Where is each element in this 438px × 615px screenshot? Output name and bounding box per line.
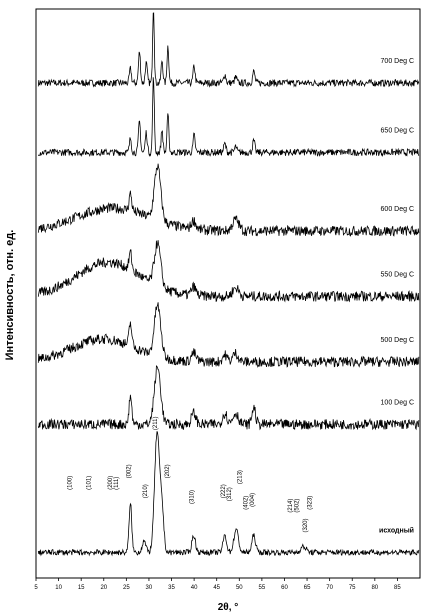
x-tick-label: 15 bbox=[78, 585, 85, 591]
peak-index-label: (214) bbox=[288, 499, 294, 513]
series-line bbox=[37, 12, 420, 88]
peak-index-label: (101) bbox=[87, 476, 93, 490]
x-tick-label: 35 bbox=[168, 585, 175, 591]
x-tick-label: 85 bbox=[394, 585, 401, 591]
x-tick-label: 60 bbox=[281, 585, 288, 591]
peak-index-label: (210) bbox=[143, 484, 149, 498]
peak-index-label: (111) bbox=[114, 477, 120, 490]
x-tick-label: 80 bbox=[371, 585, 378, 591]
peak-index-label: (323) bbox=[308, 496, 314, 510]
x-tick-label: 75 bbox=[349, 585, 356, 591]
series-name-label: исходный bbox=[379, 527, 414, 535]
series-name-label: 650 Deg C bbox=[381, 128, 414, 135]
series-layer: 700 Deg C 650 Deg C 600 Deg C 550 Deg C 500 … bbox=[37, 12, 420, 557]
peak-label-layer: (100) (101) (200) (111) (002) (210) (211) (202)… bbox=[68, 417, 314, 533]
x-axis-label: 2θ, ° bbox=[218, 602, 239, 613]
series-line bbox=[37, 365, 420, 431]
peak-index-label: (100) bbox=[68, 476, 74, 490]
peak-index-label: (004) bbox=[250, 493, 256, 507]
peak-index-label: (312) bbox=[227, 487, 233, 501]
x-tick-label: 70 bbox=[326, 585, 333, 591]
x-tick-label: 25 bbox=[123, 585, 130, 591]
x-tick-label: 30 bbox=[146, 585, 153, 591]
peak-index-label: (502) bbox=[295, 499, 301, 513]
series-name-label: 700 Deg C bbox=[381, 58, 414, 65]
x-tick-label: 65 bbox=[304, 585, 311, 591]
series-name-label: 100 Deg C bbox=[381, 400, 414, 407]
y-axis-label: Интенсивность, отн. ед. bbox=[4, 230, 16, 361]
series-line bbox=[37, 431, 420, 557]
peak-index-label: (200) bbox=[108, 476, 114, 490]
x-tick-label: 55 bbox=[259, 585, 266, 591]
peak-index-label: (320) bbox=[303, 518, 309, 532]
series-name-label: 550 Deg C bbox=[381, 271, 414, 278]
peak-index-label: (202) bbox=[165, 464, 171, 478]
series-line bbox=[37, 240, 420, 303]
series-name-label: 500 Deg C bbox=[381, 337, 414, 344]
series-line bbox=[37, 77, 420, 158]
x-tick-label: 5 bbox=[34, 585, 38, 591]
plot-frame bbox=[35, 8, 421, 579]
peak-index-label: (222) bbox=[221, 484, 227, 498]
x-tick-label: 10 bbox=[55, 585, 62, 591]
x-tick-label: 50 bbox=[236, 585, 243, 591]
series-line bbox=[37, 163, 420, 237]
peak-index-label: (211) bbox=[153, 417, 159, 431]
series-line bbox=[37, 302, 420, 368]
x-tick-label: 40 bbox=[191, 585, 198, 591]
x-tick-label: 20 bbox=[100, 585, 107, 591]
peak-index-label: (002) bbox=[126, 464, 132, 478]
peak-index-label: (310) bbox=[190, 490, 196, 504]
peak-index-label: (213) bbox=[238, 470, 244, 484]
x-axis-ticks: 5 10 15 20 25 30 35 40 45 50 55 60 65 70 75 80 85 bbox=[34, 578, 401, 591]
series-name-label: 600 Deg C bbox=[381, 206, 414, 213]
peak-index-label: (402) bbox=[243, 496, 249, 510]
x-tick-label: 45 bbox=[213, 585, 220, 591]
